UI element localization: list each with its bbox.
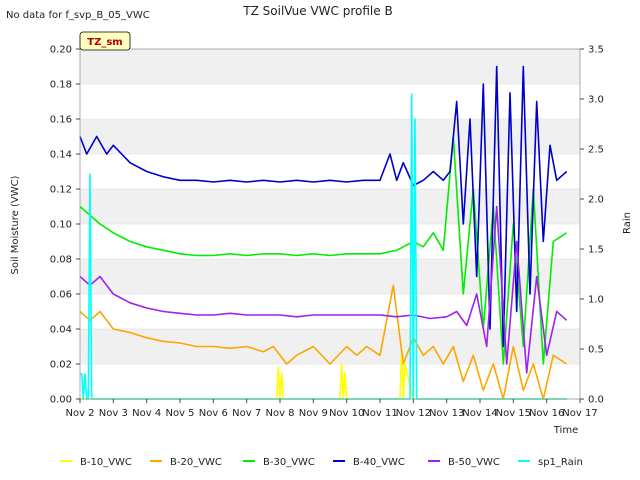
site-badge-text: TZ_sm <box>87 37 122 48</box>
y-tick-label: 0.06 <box>50 290 72 301</box>
legend-label: sp1_Rain <box>538 457 583 468</box>
legend-label: B-50_VWC <box>448 457 500 468</box>
y-tick-label: 0.18 <box>50 80 72 91</box>
legend-label: B-10_VWC <box>80 457 132 468</box>
y-tick-label: 0.14 <box>50 150 72 161</box>
grid-band <box>80 154 580 189</box>
x-tick-label: Nov 9 <box>299 408 328 419</box>
y2-axis-label: Rain <box>622 212 633 234</box>
y2-tick-label: 1.5 <box>588 245 604 256</box>
grid-band <box>80 329 580 364</box>
series-line-b-50-vwc <box>79 205 568 374</box>
legend-label: B-30_VWC <box>263 457 315 468</box>
legend-label: B-20_VWC <box>170 457 222 468</box>
y-tick-label: 0.08 <box>50 255 72 266</box>
series-line-b-20-vwc <box>79 284 568 400</box>
y-tick-label: 0.04 <box>50 325 72 336</box>
grid-band <box>80 49 580 84</box>
no-data-note: No data for f_svp_B_05_VWC <box>6 10 150 21</box>
y-tick-label: 0.10 <box>50 220 72 231</box>
x-tick-label: Nov 16 <box>529 408 564 419</box>
y-tick-label: 0.16 <box>50 115 72 126</box>
x-tick-label: Nov 11 <box>362 408 397 419</box>
grid-band <box>80 189 580 224</box>
axes: 0.00 0.02 0.04 0.06 0.08 0.10 0.12 0.14 0.16 0.18… <box>50 45 604 420</box>
x-tick-label: Nov 12 <box>396 408 431 419</box>
legend: B-10_VWC B-20_VWC B-30_VWC B-40_VWC B-50_VWC… <box>60 457 583 468</box>
site-badge: TZ_sm <box>79 31 131 51</box>
x-tick-label: Nov 4 <box>132 408 161 419</box>
legend-label: B-40_VWC <box>353 457 405 468</box>
y2-tick-label: 2.0 <box>588 195 604 206</box>
x-tick-label: Nov 10 <box>329 408 364 419</box>
x-tick-label: Nov 3 <box>99 408 128 419</box>
x-tick-label: Nov 2 <box>65 408 94 419</box>
x-tick-label: Nov 8 <box>265 408 294 419</box>
x-tick-label: Nov 14 <box>462 408 497 419</box>
y2-tick-label: 2.5 <box>588 145 604 156</box>
grid-band <box>80 84 580 119</box>
series-line-b-30-vwc <box>79 135 568 365</box>
chart-title: TZ SoilVue VWC profile B <box>242 4 392 18</box>
x-tick-label: Nov 17 <box>562 408 597 419</box>
y2-tick-label: 3.5 <box>588 45 604 56</box>
y2-tick-label: 1.0 <box>588 295 604 306</box>
y-tick-label: 0.02 <box>50 360 72 371</box>
x-tick-label: Nov 6 <box>199 408 228 419</box>
y2-tick-label: 0.0 <box>588 395 604 406</box>
x-tick-label: Nov 5 <box>165 408 194 419</box>
y2-tick-label: 3.0 <box>588 95 604 106</box>
series-line-b-40-vwc <box>79 65 568 348</box>
y-tick-label: 0.12 <box>50 185 72 196</box>
y-tick-label: 0.00 <box>50 395 72 406</box>
y-tick-label: 0.20 <box>50 45 72 56</box>
grid-band <box>80 119 580 154</box>
x-axis-label: Time <box>553 425 578 436</box>
x-tick-label: Nov 15 <box>496 408 531 419</box>
y2-tick-label: 0.5 <box>588 345 604 356</box>
y-axis-label: Soil Moisture (VWC) <box>10 175 21 274</box>
grid-band <box>80 364 580 399</box>
x-tick-label: Nov 13 <box>429 408 464 419</box>
x-tick-label: Nov 7 <box>232 408 261 419</box>
